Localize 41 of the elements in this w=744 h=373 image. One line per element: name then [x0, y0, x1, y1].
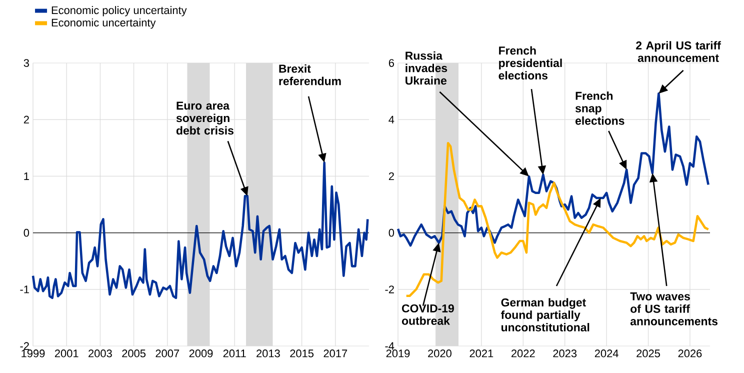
annotation: 2 April US tariff announcement	[636, 41, 721, 62]
y-tick-label: 3	[24, 59, 29, 67]
x-tick-label: 1999	[22, 350, 45, 358]
y-tick-label: 4	[388, 116, 394, 124]
y-tick-label: -4	[385, 342, 394, 350]
x-tick-label: 2020	[428, 350, 452, 358]
annotation: French snap elections	[575, 92, 624, 125]
x-tick-label: 2013	[256, 350, 280, 358]
y-tick-label: 2	[388, 172, 394, 180]
annotation: Euro area sovereign debt crisis	[176, 102, 234, 135]
x-tick-label: 2011	[223, 350, 246, 358]
x-tick-label: 2026	[678, 350, 702, 358]
y-tick-label: 0	[388, 228, 394, 237]
x-tick-label: 2005	[122, 350, 146, 358]
annotation: Brexit referendum	[279, 64, 341, 86]
y-tick-label: 6	[388, 59, 394, 67]
annotation: French presidential elections	[498, 46, 562, 80]
x-tick-label: 2025	[636, 350, 660, 358]
legend-label: Economic uncertainty	[52, 18, 156, 29]
x-tick-label: 2024	[594, 350, 618, 358]
legend-label: Economic policy uncertainty	[52, 6, 187, 16]
x-tick-label: 2019	[386, 350, 410, 358]
y-tick-label: 1	[24, 172, 29, 180]
x-tick-label: 2015	[290, 350, 314, 358]
annotation: Russia invades Ukraine	[406, 51, 448, 85]
x-tick-label: 2003	[88, 350, 112, 358]
x-tick-label: 2001	[54, 350, 78, 358]
x-tick-label: 2023	[553, 350, 577, 358]
y-tick-label: -2	[385, 286, 394, 294]
annotation: Two waves of US tariff announcements	[630, 292, 718, 326]
x-tick-label: 2021	[470, 350, 494, 358]
y-tick-label: -2	[20, 342, 29, 350]
x-tick-label: 2022	[511, 350, 535, 358]
y-tick-label: 2	[24, 116, 29, 124]
x-tick-label: 2009	[189, 350, 213, 358]
annotation: COVID-19 outbreak	[402, 304, 454, 325]
annotation: German budget found partially unconstitutional	[501, 298, 590, 332]
x-tick-label: 2017	[324, 350, 348, 358]
y-tick-label: -1	[20, 286, 29, 294]
y-tick-label: 0	[24, 228, 30, 237]
x-tick-label: 2007	[156, 350, 180, 358]
